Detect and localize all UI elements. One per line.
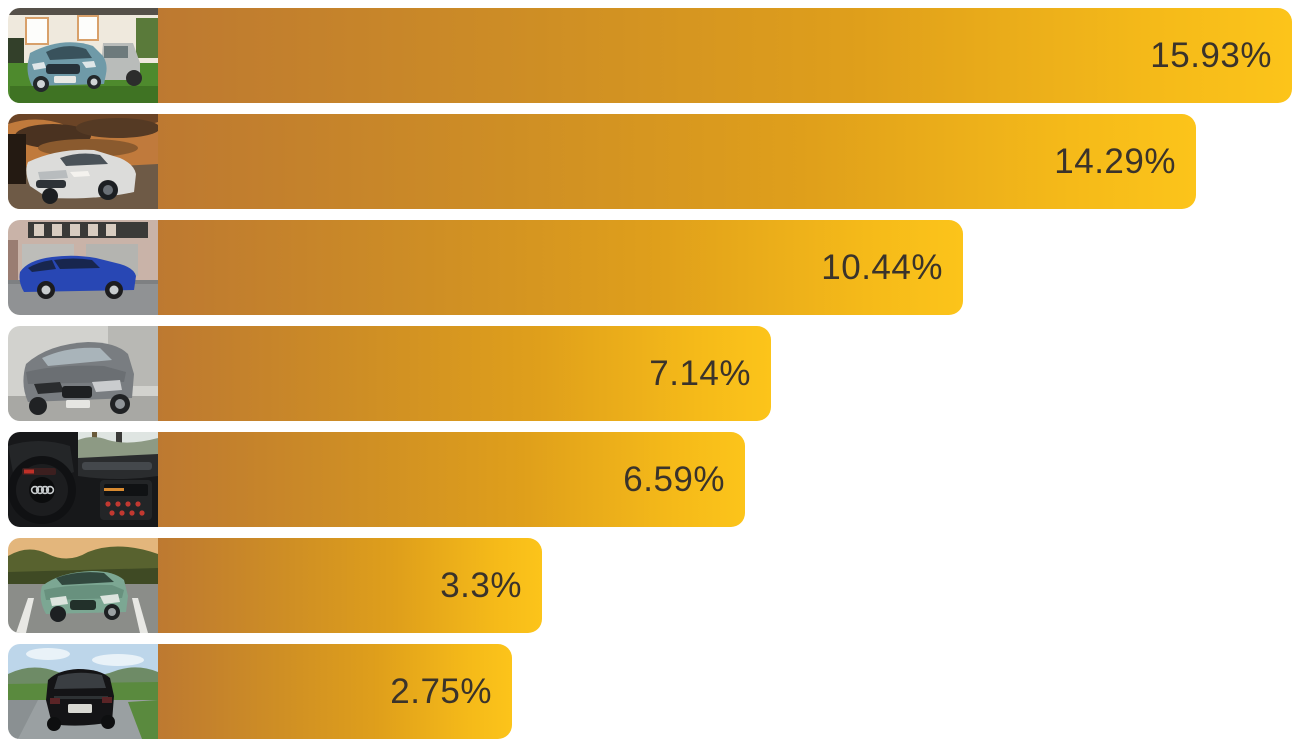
bar-value-label-7: 2.75% bbox=[390, 672, 492, 711]
bar-value-label-4: 7.14% bbox=[649, 354, 751, 393]
car-photo-gray-suv bbox=[8, 326, 158, 421]
bar-1: 15.93% bbox=[158, 8, 1292, 103]
bar-value-label-2: 14.29% bbox=[1054, 142, 1176, 181]
teal-wagon-house-scene bbox=[8, 8, 158, 103]
bar-3: 10.44% bbox=[158, 220, 963, 315]
bar-value-label-6: 3.3% bbox=[440, 566, 522, 605]
bar-value-label-3: 10.44% bbox=[821, 248, 943, 287]
bar-4: 7.14% bbox=[158, 326, 771, 421]
audi-interior-scene bbox=[8, 432, 158, 527]
bar-row-4: 7.14% bbox=[8, 326, 771, 421]
bar-row-3: 10.44% bbox=[8, 220, 963, 315]
bar-7: 2.75% bbox=[158, 644, 512, 739]
green-wagon-road-scene bbox=[8, 538, 158, 633]
bar-row-6: 3.3% bbox=[8, 538, 542, 633]
car-photo-green-wagon bbox=[8, 538, 158, 633]
car-photo-black-sedan-rear bbox=[8, 644, 158, 739]
bar-row-7: 2.75% bbox=[8, 644, 512, 739]
bar-row-2: 14.29% bbox=[8, 114, 1196, 209]
blue-hatchback-street-scene bbox=[8, 220, 158, 315]
car-photo-silver-sedan bbox=[8, 114, 158, 209]
bar-row-5: 6.59% bbox=[8, 432, 745, 527]
bar-5: 6.59% bbox=[158, 432, 745, 527]
bar-row-1: 15.93% bbox=[8, 8, 1292, 103]
bar-value-label-5: 6.59% bbox=[623, 460, 725, 499]
car-photo-audi-interior bbox=[8, 432, 158, 527]
car-photo-teal-wagon bbox=[8, 8, 158, 103]
black-sedan-road-scene bbox=[8, 644, 158, 739]
bar-2: 14.29% bbox=[158, 114, 1196, 209]
bar-6: 3.3% bbox=[158, 538, 542, 633]
silver-sedan-sunset-scene bbox=[8, 114, 158, 209]
car-photo-blue-hatchback bbox=[8, 220, 158, 315]
bar-value-label-1: 15.93% bbox=[1150, 36, 1272, 75]
gray-suv-scene bbox=[8, 326, 158, 421]
